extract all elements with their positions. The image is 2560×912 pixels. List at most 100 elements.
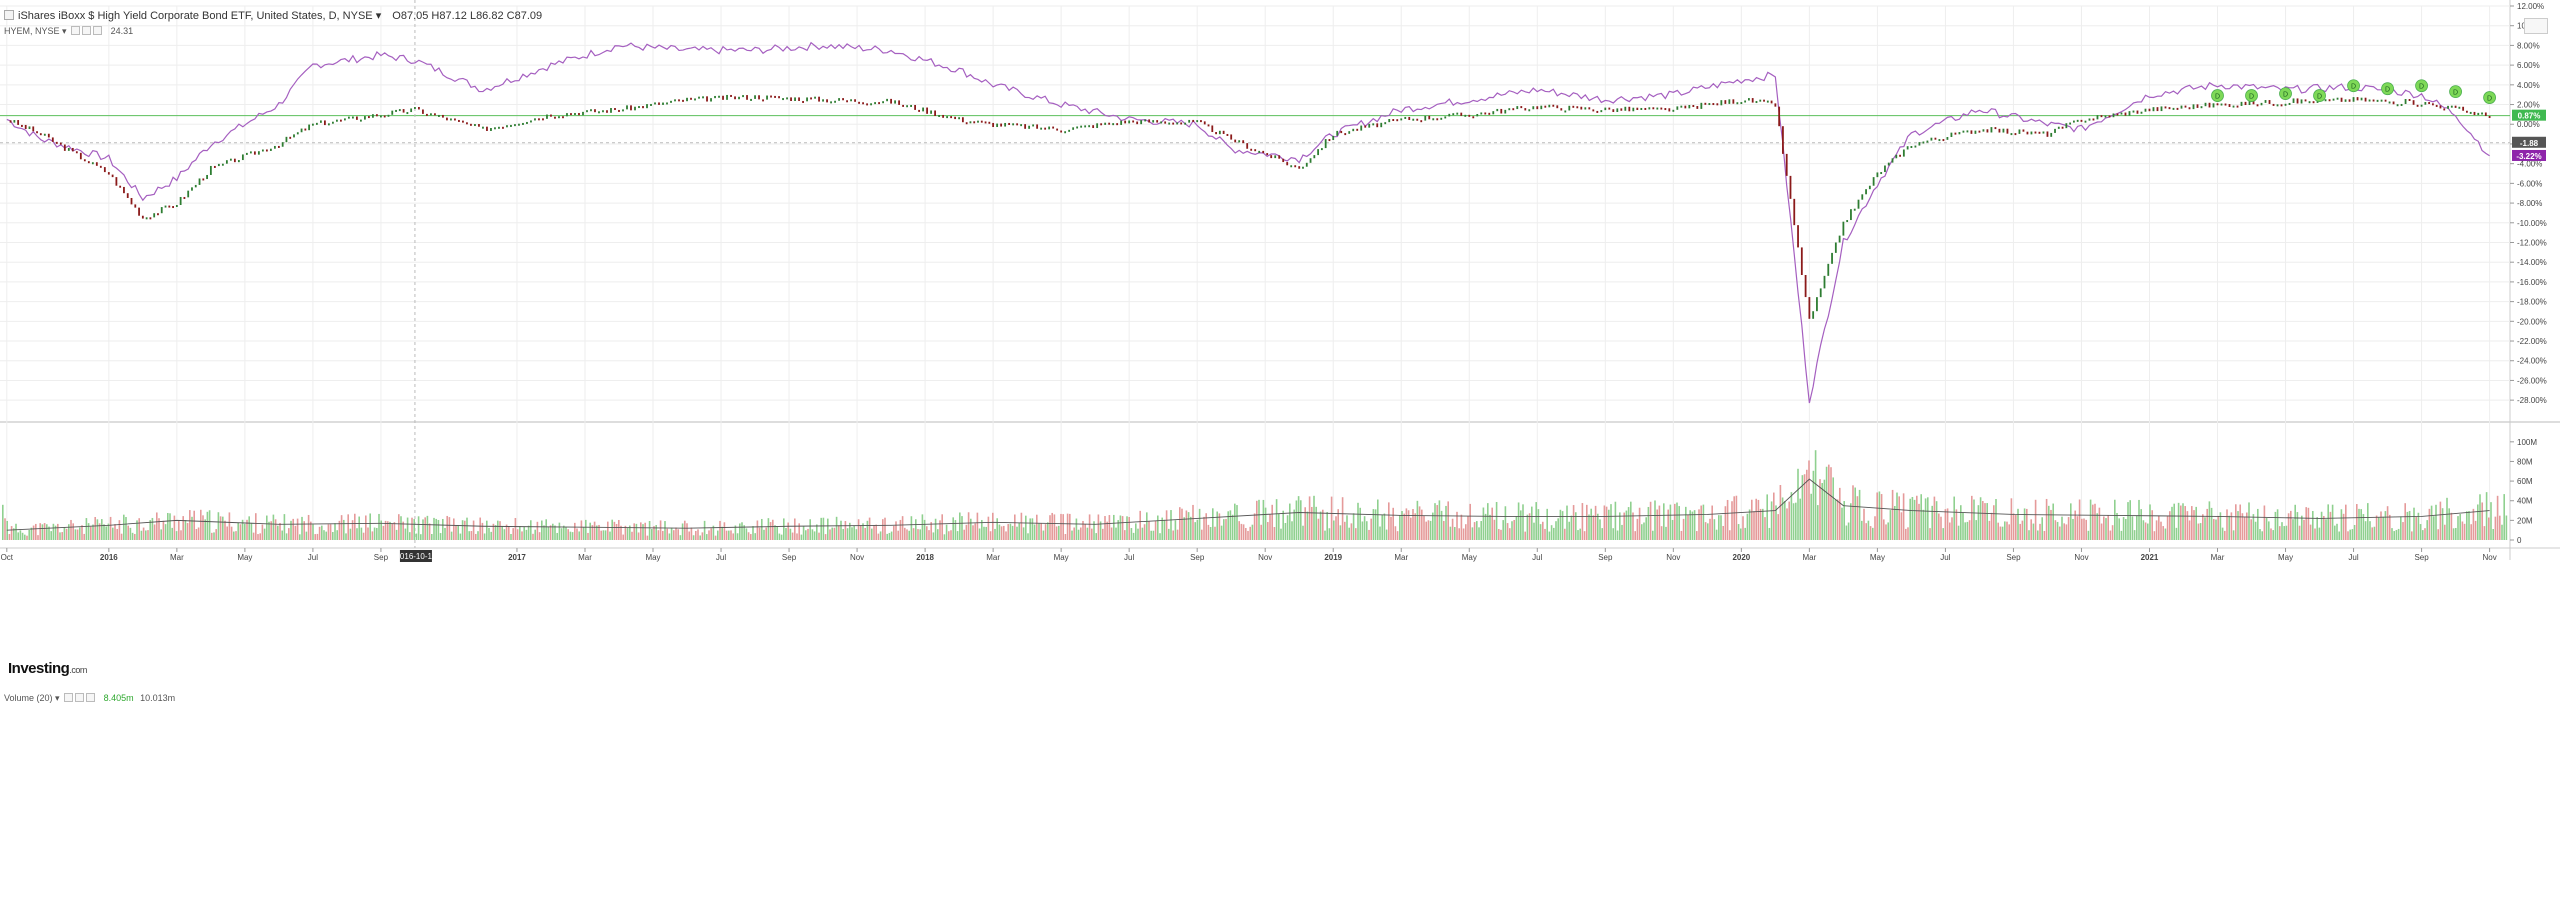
volume-bar	[730, 530, 732, 540]
price-candle	[304, 128, 307, 131]
price-candle	[2404, 99, 2407, 104]
price-candle	[391, 110, 394, 115]
price-candle	[1950, 132, 1953, 138]
volume-bar	[503, 529, 506, 540]
volume-bar	[1940, 516, 1942, 540]
price-candle	[1024, 124, 1027, 129]
volume-bar	[1737, 524, 1740, 540]
close-icon[interactable]	[93, 26, 103, 35]
volume-bar	[1106, 521, 1108, 540]
volume-bar	[2056, 521, 2059, 540]
volume-bar	[2274, 511, 2277, 540]
price-candle	[2034, 131, 2037, 134]
price-candle	[1056, 128, 1059, 131]
compare-symbol[interactable]: HYEM, NYSE	[4, 26, 60, 36]
price-candle	[1990, 127, 1993, 133]
volume-bar	[248, 516, 250, 540]
volume-bar	[2041, 517, 2043, 540]
visibility-icon[interactable]	[82, 26, 92, 35]
volume-bar	[158, 518, 160, 540]
volume-bar	[1946, 508, 1949, 540]
price-candle	[2232, 105, 2235, 108]
volume-bar	[657, 530, 660, 540]
volume-bar	[431, 533, 433, 540]
volume-bar	[728, 530, 730, 540]
volume-bar	[54, 525, 57, 540]
volume-label[interactable]: Volume (20)	[4, 693, 53, 703]
price-candle	[2042, 131, 2045, 134]
volume-bar	[1583, 531, 1586, 540]
volume-bar	[1594, 505, 1597, 540]
price-candle	[1887, 162, 1890, 166]
volume-bar	[1713, 519, 1716, 540]
header-menu-chevron-icon[interactable]: ▾	[375, 10, 382, 22]
header-menu-chevron-icon[interactable]: ▾	[55, 693, 60, 703]
volume-bar	[732, 533, 734, 540]
price-candle	[202, 178, 205, 181]
volume-bar	[2149, 504, 2151, 540]
volume-bar	[901, 516, 904, 540]
volume-bar	[131, 532, 134, 540]
instrument-title[interactable]: iShares iBoxx $ High Yield Corporate Bon…	[18, 10, 373, 22]
close-icon[interactable]	[86, 693, 96, 702]
volume-bar	[2034, 499, 2037, 540]
volume-bar	[805, 530, 807, 540]
volume-bar	[1071, 530, 1073, 540]
volume-bar	[635, 523, 638, 540]
price-candle	[1440, 117, 1443, 120]
price-candle	[1797, 225, 1799, 248]
dividend-marker-label: D	[2249, 94, 2254, 101]
price-candle	[2054, 128, 2056, 133]
volume-bar	[2133, 530, 2136, 540]
volume-bar	[1053, 514, 1056, 540]
price-candle	[360, 119, 362, 122]
settings-icon[interactable]	[71, 26, 81, 35]
price-candle	[806, 97, 808, 102]
volume-bar	[2083, 518, 2085, 540]
price-candle	[2364, 97, 2367, 102]
price-candle	[666, 102, 668, 105]
volume-bar	[2250, 519, 2252, 540]
volume-bar	[1718, 515, 1720, 540]
volume-bar	[105, 526, 107, 540]
price-lines	[6, 41, 2491, 404]
volume-bar	[747, 532, 750, 540]
header-menu-chevron-icon[interactable]: ▾	[62, 26, 67, 36]
volume-bar	[1414, 513, 1416, 540]
price-candle	[1528, 109, 1531, 112]
volume-bar	[1183, 517, 1185, 540]
price-candle	[1704, 102, 1707, 105]
price-candle	[1404, 116, 1407, 119]
volume-bar	[695, 530, 697, 540]
volume-bar	[2474, 520, 2477, 540]
price-candle	[2412, 100, 2415, 105]
time-axis-label: Nov	[2074, 553, 2088, 562]
price-candle	[245, 152, 248, 155]
collapse-toggle-icon[interactable]	[4, 10, 14, 20]
volume-bar	[565, 527, 567, 540]
price-candle	[758, 95, 760, 100]
volume-bar	[347, 514, 349, 540]
volume-bar	[2307, 507, 2310, 540]
price-candle	[1942, 139, 1945, 142]
volume-bar	[536, 521, 539, 540]
price-candle	[1226, 133, 1229, 136]
volume-bar	[244, 523, 246, 540]
crosshair-value: -1.88	[2520, 139, 2539, 148]
volume-bar	[1196, 519, 1199, 540]
volume-bar	[2028, 530, 2030, 540]
volume-bar	[1368, 529, 1370, 540]
settings-icon[interactable]	[64, 693, 74, 702]
visibility-icon[interactable]	[75, 693, 85, 702]
volume-ma-line	[6, 478, 2490, 531]
price-candle	[1891, 158, 1894, 163]
volume-bar	[362, 532, 365, 540]
chart-settings-button[interactable]	[2524, 18, 2548, 34]
price-candle	[168, 205, 171, 208]
volume-bar	[2303, 519, 2305, 540]
volume-bar	[1143, 524, 1146, 540]
price-candle	[1782, 126, 1784, 154]
volume-bar	[2327, 504, 2329, 540]
volume-bar	[2422, 530, 2424, 540]
